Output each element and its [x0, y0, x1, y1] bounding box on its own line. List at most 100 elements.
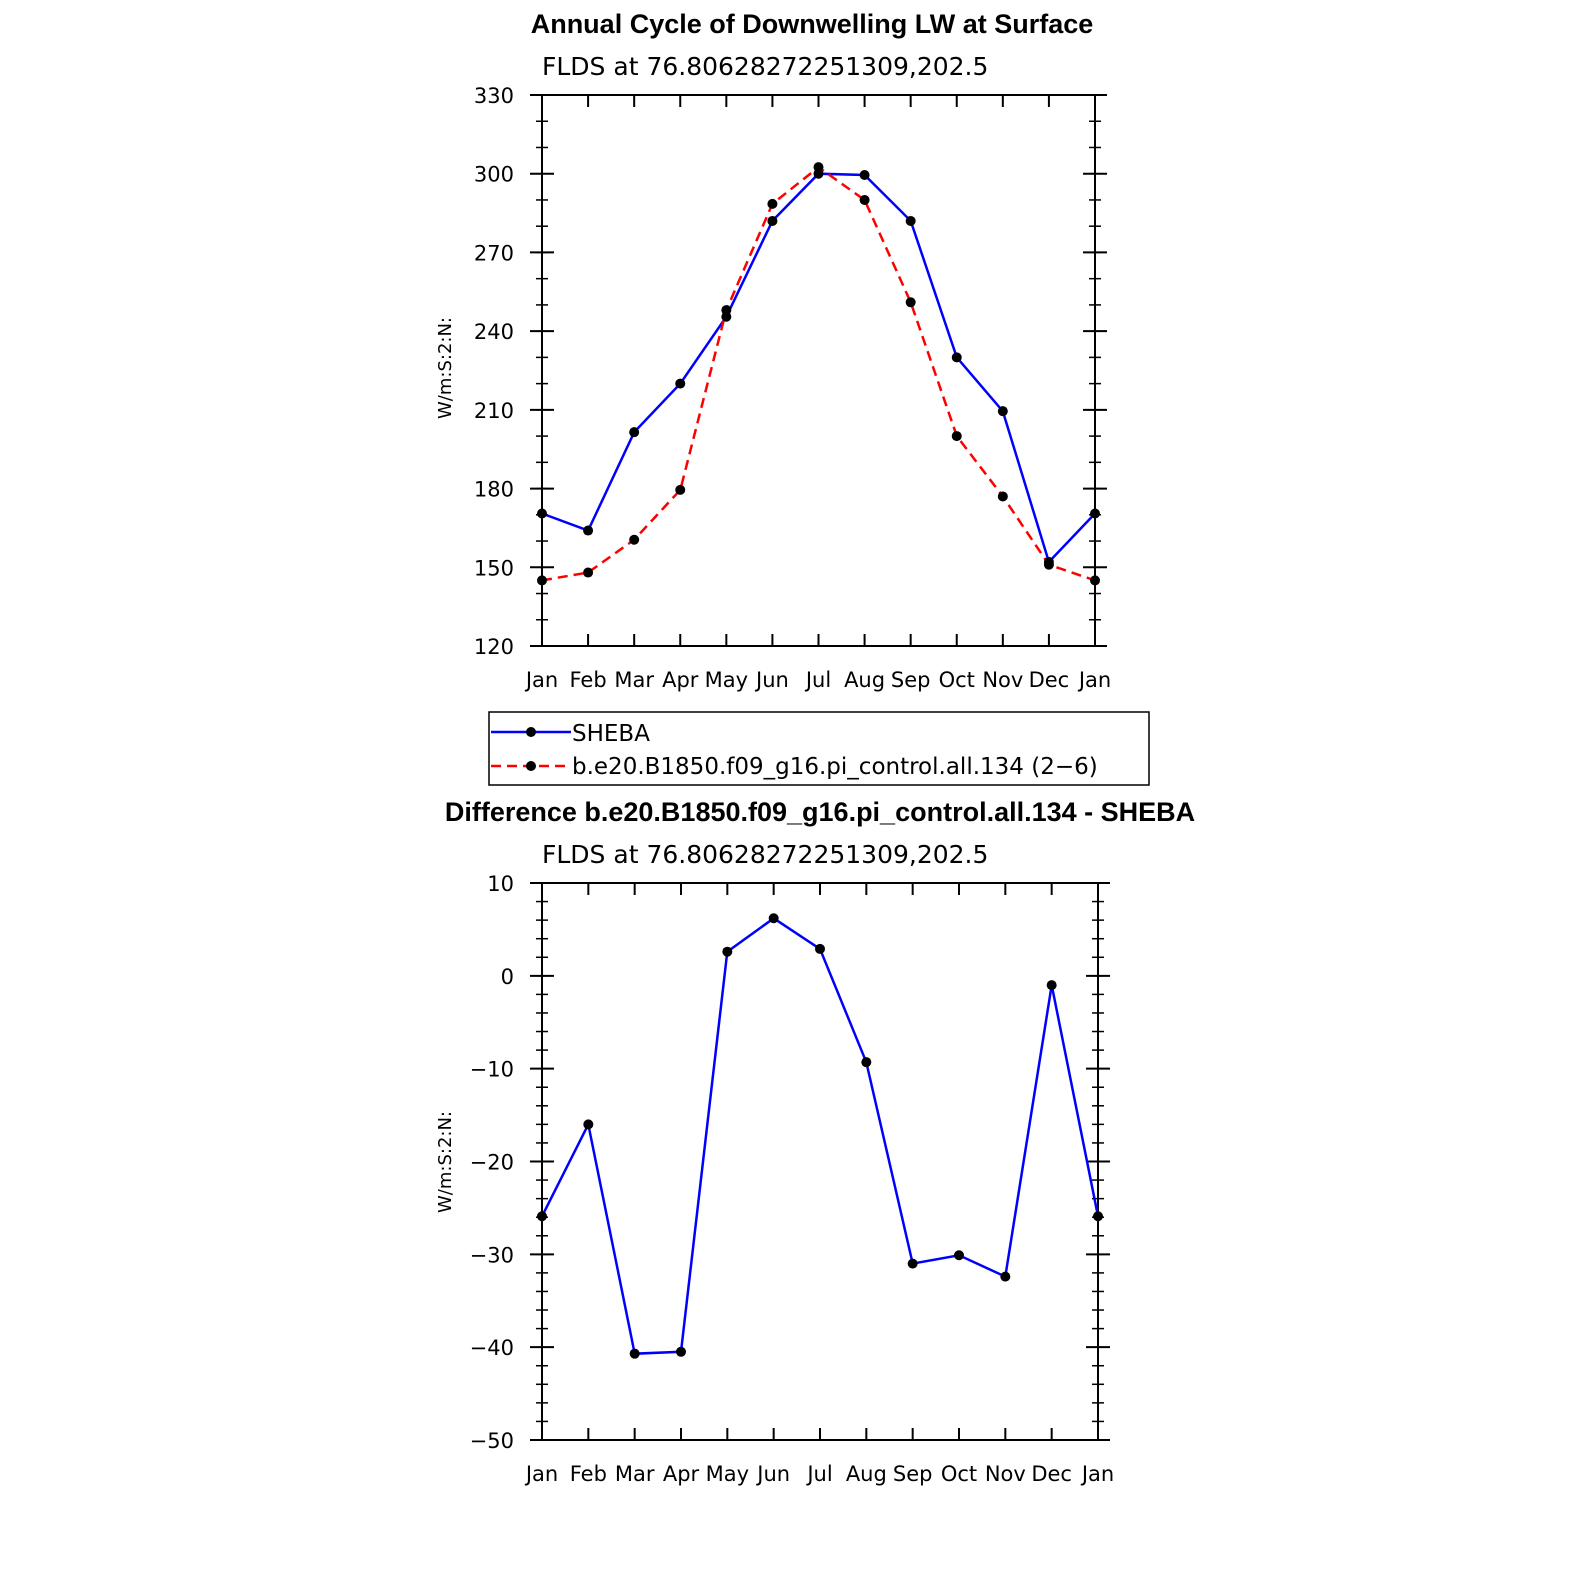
- x-tick-label: Oct: [941, 1462, 977, 1486]
- y-tick-label: −40: [470, 1336, 514, 1360]
- data-point: [721, 305, 732, 316]
- data-point: [951, 431, 962, 442]
- x-tick-label: Feb: [570, 1462, 607, 1486]
- y-tick-label: −50: [470, 1429, 514, 1453]
- x-tick-label: Apr: [662, 668, 699, 692]
- y-tick-label: 180: [474, 478, 514, 502]
- x-tick-label: Nov: [985, 1462, 1026, 1486]
- x-tick-label: Mar: [615, 1462, 655, 1486]
- data-point: [676, 1346, 686, 1357]
- data-point: [537, 508, 547, 519]
- data-point: [997, 406, 1008, 417]
- x-tick-label: Jul: [804, 668, 831, 692]
- x-tick-label: Jan: [1077, 668, 1111, 692]
- series-layer: [537, 162, 1100, 586]
- y-tick-label: −30: [470, 1243, 514, 1267]
- data-point: [905, 297, 916, 308]
- chart-subtitle: FLDS at 76.80628272251309,202.5: [542, 52, 988, 81]
- data-point: [954, 1250, 964, 1261]
- x-tick-label: Aug: [844, 668, 885, 692]
- data-point: [537, 575, 547, 586]
- axis-ticks: Jan Feb Mar Apr May Jun Jul Aug Sep Oct Nov Dec Jan−…: [470, 872, 1115, 1486]
- y-tick-label: −20: [470, 1151, 514, 1175]
- data-point: [629, 1348, 640, 1359]
- x-tick-label: Jun: [754, 668, 789, 692]
- data-point: [815, 943, 825, 954]
- series-line-1: [541, 165, 1096, 582]
- x-tick-label: Oct: [939, 668, 975, 692]
- series-layer: [537, 913, 1103, 1359]
- y-tick-label: 210: [474, 399, 514, 423]
- legend-box: [488, 711, 1150, 786]
- y-tick-label: 0: [501, 965, 514, 989]
- data-point: [1090, 508, 1100, 519]
- legend-label-model: b.e20.B1850.f09_g16.pi_control.all.134 (…: [572, 754, 1098, 780]
- series-line-0: [541, 172, 1096, 565]
- axis-ticks: Jan Feb Mar Apr May Jun Jul Aug Sep Oct Nov Dec Jan 1…: [474, 84, 1111, 692]
- data-point: [997, 491, 1008, 502]
- legend-marker-model: [526, 761, 536, 771]
- data-point: [629, 534, 640, 545]
- x-tick-label: Nov: [982, 668, 1023, 692]
- data-point: [767, 198, 778, 209]
- x-tick-label: Dec: [1031, 1462, 1072, 1486]
- x-tick-label: Mar: [614, 668, 654, 692]
- data-point: [951, 352, 962, 363]
- data-point: [907, 1258, 918, 1269]
- data-point: [905, 215, 916, 226]
- x-tick-label: Jul: [805, 1462, 832, 1486]
- data-point: [813, 162, 824, 173]
- chart-title: Annual Cycle of Downwelling LW at Surfac…: [531, 9, 1094, 39]
- x-tick-label: Jan: [524, 1462, 558, 1486]
- data-point: [583, 525, 594, 536]
- data-point: [583, 1119, 594, 1130]
- difference-panel: Difference b.e20.B1850.f09_g16.pi_contro…: [435, 797, 1195, 1486]
- series-line-0: [540, 916, 1100, 1355]
- y-tick-label: −10: [470, 1058, 514, 1082]
- data-point: [1046, 980, 1057, 991]
- x-tick-label: Jun: [755, 1462, 790, 1486]
- y-tick-label: 300: [474, 163, 514, 187]
- y-axis-label: W/m:S:2:N:: [435, 317, 456, 419]
- data-point: [675, 484, 686, 495]
- plot-frame: [541, 882, 1099, 1441]
- data-point: [1093, 1211, 1103, 1222]
- x-tick-label: Jan: [1080, 1462, 1114, 1486]
- y-tick-label: 150: [474, 556, 514, 580]
- x-tick-label: Aug: [846, 1462, 887, 1486]
- legend-label-sheba: SHEBA: [572, 721, 650, 747]
- data-point: [1090, 575, 1100, 586]
- data-point: [675, 378, 686, 389]
- data-point: [583, 567, 594, 578]
- y-tick-label: 120: [474, 635, 514, 659]
- x-tick-label: Sep: [893, 1462, 933, 1486]
- data-point: [1043, 559, 1054, 570]
- data-point: [768, 913, 779, 924]
- x-tick-label: Jan: [524, 668, 558, 692]
- x-tick-label: May: [705, 668, 748, 692]
- x-tick-label: Feb: [569, 668, 606, 692]
- data-point: [859, 194, 870, 205]
- x-tick-label: Apr: [663, 1462, 700, 1486]
- data-point: [537, 1211, 547, 1222]
- data-point: [629, 427, 640, 438]
- y-tick-label: 10: [487, 872, 514, 896]
- x-tick-label: May: [706, 1462, 749, 1486]
- chart-title: Difference b.e20.B1850.f09_g16.pi_contro…: [445, 797, 1195, 827]
- annual-cycle-panel: Annual Cycle of Downwelling LW at Surfac…: [435, 9, 1150, 786]
- data-point: [1000, 1271, 1011, 1282]
- x-tick-label: Sep: [891, 668, 931, 692]
- data-point: [859, 170, 870, 181]
- legend: SHEBA b.e20.B1850.f09_g16.pi_control.all…: [488, 711, 1150, 786]
- data-point: [722, 946, 733, 957]
- y-axis-label: W/m:S:2:N:: [435, 1111, 456, 1213]
- chart-subtitle: FLDS at 76.80628272251309,202.5: [542, 840, 988, 869]
- x-tick-label: Dec: [1029, 668, 1070, 692]
- data-point: [861, 1057, 872, 1068]
- y-tick-label: 240: [474, 320, 514, 344]
- data-point: [767, 215, 778, 226]
- y-tick-label: 330: [474, 84, 514, 108]
- legend-marker-sheba: [526, 727, 536, 737]
- y-tick-label: 270: [474, 241, 514, 265]
